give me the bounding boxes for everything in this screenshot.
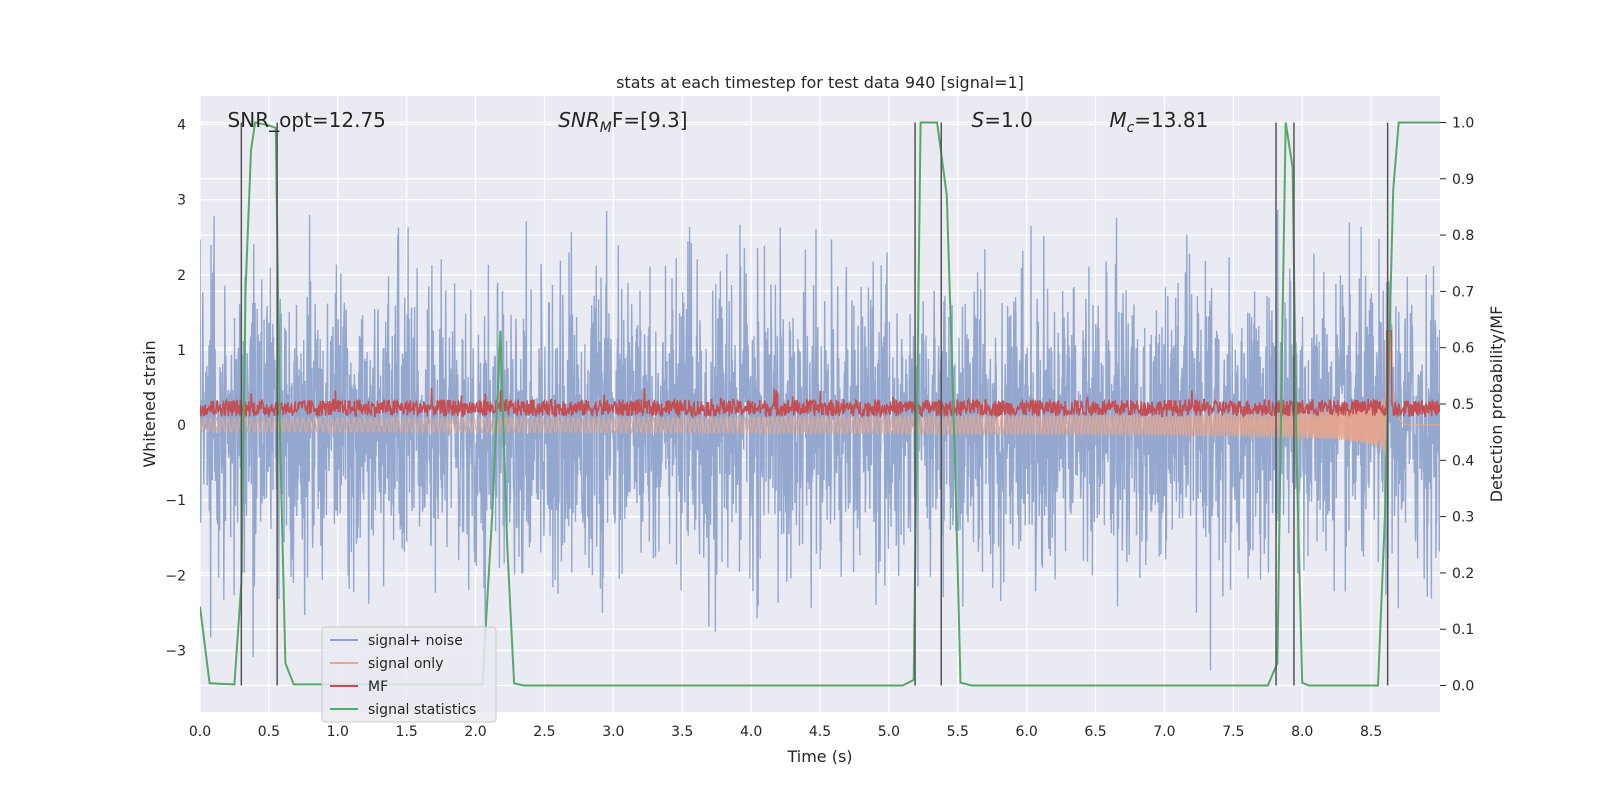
y2-tick-label: 0.9 (1452, 172, 1474, 188)
x-tick-label: 8.5 (1360, 724, 1382, 740)
annotation-mc-value: Mc=13.81 (1109, 108, 1208, 136)
y2-tick-label: 0.5 (1452, 397, 1474, 413)
y2-tick-label: 0.4 (1452, 453, 1474, 469)
x-axis-label: Time (s) (786, 747, 852, 766)
y2-tick-label: 0.2 (1452, 566, 1474, 582)
y-tick-label: −1 (165, 493, 186, 509)
y-tick-label: 0 (177, 418, 186, 434)
y2-tick-label: 0.3 (1452, 510, 1474, 526)
annotation-snr-mf: SNRMF=[9.3] (558, 108, 687, 136)
series-signal-only-line (200, 283, 1440, 463)
annotations: SNR_opt=12.75 SNRMF=[9.3] S=1.0 Mc=13.81 (228, 108, 1209, 136)
x-tick-label: 2.0 (464, 724, 486, 740)
x-tick-label: 6.0 (1016, 724, 1038, 740)
x-tick-label: 1.0 (327, 724, 349, 740)
y-axis-label: Whitened strain (140, 340, 159, 467)
y-tick-label: 3 (177, 193, 186, 209)
legend: signal+ noise signal only MF signal statist… (321, 626, 497, 723)
y-tick-label: 1 (177, 343, 186, 359)
legend-box (321, 626, 497, 723)
legend-label: MF (368, 679, 388, 695)
y-tick-label: −2 (165, 568, 186, 584)
x-tick-label: 7.0 (1153, 724, 1175, 740)
legend-label: signal statistics (368, 702, 476, 718)
series-mf-line (200, 330, 1440, 420)
y2-axis-label: Detection probability/MF (1487, 306, 1506, 503)
y2-tick-label: 1.0 (1452, 115, 1474, 131)
annotation-main: S (972, 108, 985, 132)
x-tick-label: 5.0 (878, 724, 900, 740)
x-tick-label: 4.0 (740, 724, 762, 740)
legend-label: signal only (368, 656, 443, 672)
y2-tick-label: 0.7 (1452, 284, 1474, 300)
annotation-suffix: F=[9.3] (612, 108, 688, 132)
legend-label: signal+ noise (368, 633, 463, 649)
y2-tick-label: 0.0 (1452, 679, 1474, 695)
annotation-s-value: S=1.0 (972, 108, 1033, 132)
x-tick-label: 3.5 (671, 724, 693, 740)
x-tick-label: 3.0 (602, 724, 624, 740)
x-tick-label: 2.5 (533, 724, 555, 740)
x-tick-label: 0.5 (258, 724, 280, 740)
chart-title: stats at each timestep for test data 940… (616, 73, 1024, 92)
vertical-markers (240, 122, 1389, 686)
series-signal-statistics-line (200, 121, 1440, 687)
x-tick-label: 0.0 (189, 724, 211, 740)
y2-tick-label: 0.8 (1452, 228, 1474, 244)
annotation-subscript: c (1127, 120, 1135, 136)
x-tick-label: 7.5 (1222, 724, 1244, 740)
annotation-main: SNR (558, 108, 600, 132)
annotation-subscript: M (600, 120, 612, 136)
y-tick-label: 4 (177, 118, 186, 134)
annotation-suffix: =13.81 (1134, 108, 1208, 132)
x-tick-label: 6.5 (1084, 724, 1106, 740)
series-layer (200, 121, 1440, 687)
y-tick-label: −3 (165, 643, 186, 659)
x-tick-label: 4.5 (809, 724, 831, 740)
annotation-suffix: =1.0 (984, 108, 1033, 132)
ticks: 0.0 0.5 1.0 1.5 2.0 2.5 3.0 3.5 4.0 4.5 5.0 5.5 6.0 6… (165, 115, 1474, 740)
y2-tick-label: 0.6 (1452, 341, 1474, 357)
x-tick-label: 8.0 (1291, 724, 1313, 740)
series-signal-noise-line (200, 209, 1440, 671)
annotation-snr-opt: SNR_opt=12.75 (228, 108, 386, 132)
y2-tick-label: 0.1 (1452, 622, 1474, 638)
annotation-main: M (1109, 108, 1126, 132)
y-tick-label: 2 (177, 268, 186, 284)
x-tick-label: 1.5 (396, 724, 418, 740)
x-tick-label: 5.5 (947, 724, 969, 740)
annotation-main: SNR_opt=12.75 (228, 108, 386, 132)
